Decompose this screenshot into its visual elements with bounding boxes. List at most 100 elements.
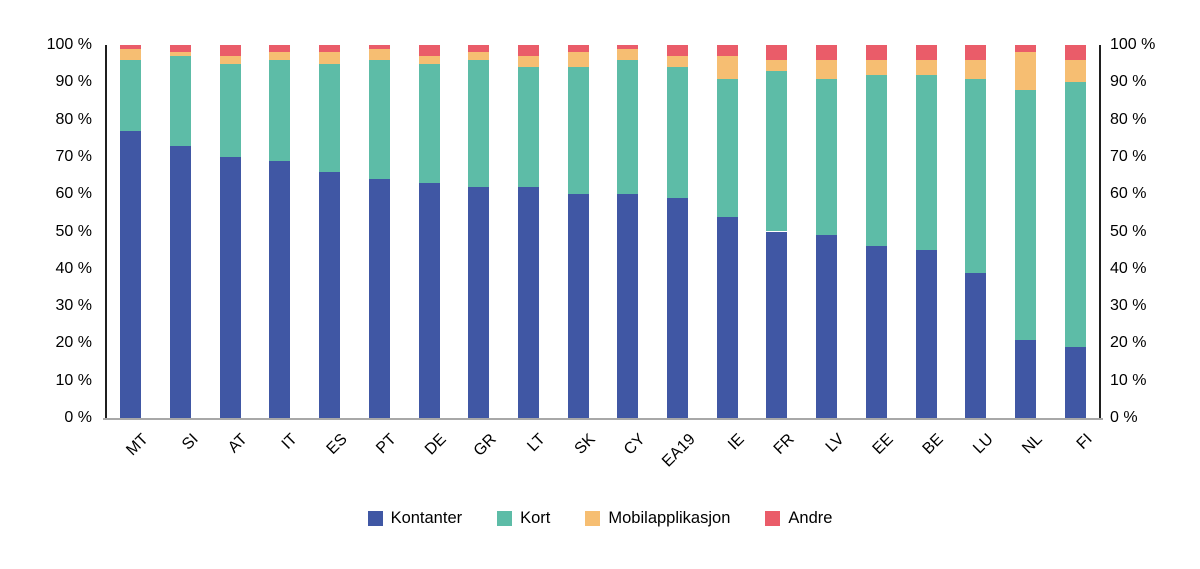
y-tick-label-left-30: 30 % <box>55 297 92 315</box>
legend-swatch-kort <box>497 510 513 526</box>
bar-segment-lt-kort <box>517 67 539 187</box>
bar-segment-sk-kontanter <box>567 194 589 418</box>
bar-segment-it-kontanter <box>269 160 291 418</box>
bar-segment-be-andre <box>915 45 937 60</box>
y-tick-label-left-90: 90 % <box>55 73 92 91</box>
bar-segment-si-kontanter <box>170 145 192 418</box>
x-axis-line <box>103 418 1103 420</box>
bar-segment-it-kort <box>269 59 291 161</box>
legend-label-kontanter: Kontanter <box>390 509 463 527</box>
y-tick-label-right-40: 40 % <box>1110 259 1147 277</box>
bar-segment-mt-andre <box>120 45 142 49</box>
y-tick-label-right-50: 50 % <box>1110 222 1147 240</box>
bar-segment-fi-andre <box>1064 45 1086 60</box>
y-tick-label-right-20: 20 % <box>1110 334 1147 352</box>
bar-segment-gr-mobilapplikasjon <box>468 52 490 60</box>
bar-segment-ea19-kontanter <box>667 197 689 418</box>
bar-segment-sk-mobilapplikasjon <box>567 52 589 68</box>
bar-segment-ee-kort <box>865 74 887 247</box>
y-tick-label-right-30: 30 % <box>1110 297 1147 315</box>
bar-segment-mt-mobilapplikasjon <box>120 48 142 60</box>
legend-item-andre: Andre <box>765 508 832 528</box>
bar-segment-lu-kontanter <box>965 272 987 418</box>
legend-swatch-kontanter <box>367 510 383 526</box>
bar-segment-es-kontanter <box>319 171 341 418</box>
bar-segment-fr-mobilapplikasjon <box>766 59 788 72</box>
bar-segment-ea19-mobilapplikasjon <box>667 56 689 68</box>
bar-segment-lv-kort <box>816 78 838 236</box>
bar-segment-it-andre <box>269 45 291 53</box>
bar-segment-ie-mobilapplikasjon <box>716 56 738 79</box>
bar-segment-ie-kort <box>716 78 738 217</box>
bar-segment-es-kort <box>319 63 341 172</box>
bar-segment-nl-kontanter <box>1014 339 1036 418</box>
bar-segment-lu-kort <box>965 78 987 273</box>
bar-segment-lt-mobilapplikasjon <box>517 56 539 68</box>
y-tick-label-left-50: 50 % <box>55 222 92 240</box>
bar-segment-nl-mobilapplikasjon <box>1014 52 1036 90</box>
legend-item-kort: Kort <box>497 508 550 528</box>
bar-segment-ea19-kort <box>667 67 689 198</box>
bar-segment-de-kort <box>418 63 440 183</box>
bar-segment-gr-kontanter <box>468 186 490 418</box>
bar-segment-at-mobilapplikasjon <box>219 56 241 64</box>
legend-label-mobilapplikasjon: Mobilapplikasjon <box>608 509 731 527</box>
y-tick-label-left-0: 0 % <box>64 409 92 426</box>
bar-segment-pt-mobilapplikasjon <box>368 48 390 60</box>
bar-segment-lv-kontanter <box>816 235 838 418</box>
right-y-axis-line <box>1099 45 1101 419</box>
bar-segment-si-andre <box>170 45 192 53</box>
bar-segment-ie-kontanter <box>716 216 738 418</box>
y-tick-label-left-60: 60 % <box>55 185 92 203</box>
y-tick-label-right-100: 100 % <box>1110 36 1156 53</box>
bar-segment-cy-mobilapplikasjon <box>617 48 639 60</box>
legend-item-kontanter: Kontanter <box>367 508 463 528</box>
y-tick-label-left-40: 40 % <box>55 259 92 277</box>
bar-segment-cy-kontanter <box>617 194 639 418</box>
bar-segment-ie-andre <box>716 45 738 57</box>
y-tick-label-right-0: 0 % <box>1110 409 1138 426</box>
y-tick-label-left-80: 80 % <box>55 110 92 128</box>
y-tick-label-right-70: 70 % <box>1110 147 1147 165</box>
y-tick-label-left-20: 20 % <box>55 334 92 352</box>
legend-swatch-andre <box>765 510 781 526</box>
bar-segment-lu-andre <box>965 45 987 60</box>
bar-segment-ea19-andre <box>667 45 689 57</box>
legend-swatch-mobilapplikasjon <box>585 510 601 526</box>
bar-segment-at-andre <box>219 45 241 57</box>
bar-segment-gr-andre <box>468 45 490 53</box>
bar-segment-gr-kort <box>468 59 490 187</box>
bar-segment-fi-kort <box>1064 82 1086 348</box>
bar-segment-lv-mobilapplikasjon <box>816 59 838 79</box>
bar-segment-si-kort <box>170 56 192 146</box>
bar-segment-lt-andre <box>517 45 539 57</box>
bar-segment-be-kort <box>915 74 937 251</box>
bar-segment-sk-kort <box>567 67 589 195</box>
legend-item-mobilapplikasjon: Mobilapplikasjon <box>585 508 730 528</box>
bar-segment-at-kontanter <box>219 156 241 418</box>
bar-segment-fr-andre <box>766 45 788 60</box>
bar-segment-be-mobilapplikasjon <box>915 59 937 75</box>
legend: Kontanter Kort Mobilapplikasjon Andre <box>0 508 1200 528</box>
y-tick-label-left-10: 10 % <box>55 371 92 389</box>
bar-segment-de-kontanter <box>418 183 440 418</box>
y-tick-label-right-90: 90 % <box>1110 73 1147 91</box>
bar-segment-es-mobilapplikasjon <box>319 52 341 64</box>
bar-segment-it-mobilapplikasjon <box>269 52 291 60</box>
bar-segment-pt-kort <box>368 59 390 180</box>
bar-segment-fi-kontanter <box>1064 347 1086 418</box>
bar-segment-pt-kontanter <box>368 179 390 418</box>
bar-segment-cy-kort <box>617 59 639 195</box>
y-tick-label-right-10: 10 % <box>1110 371 1147 389</box>
left-y-axis-line <box>105 45 107 419</box>
bar-segment-fr-kontanter <box>766 231 788 418</box>
bar-segment-sk-andre <box>567 45 589 53</box>
bar-segment-de-mobilapplikasjon <box>418 56 440 64</box>
bar-segment-nl-andre <box>1014 45 1036 53</box>
bar-segment-fr-kort <box>766 71 788 232</box>
y-tick-label-left-100: 100 % <box>46 36 92 53</box>
bar-segment-mt-kontanter <box>120 130 142 418</box>
bar-segment-fi-mobilapplikasjon <box>1064 59 1086 83</box>
bar-segment-ee-mobilapplikasjon <box>865 59 887 75</box>
